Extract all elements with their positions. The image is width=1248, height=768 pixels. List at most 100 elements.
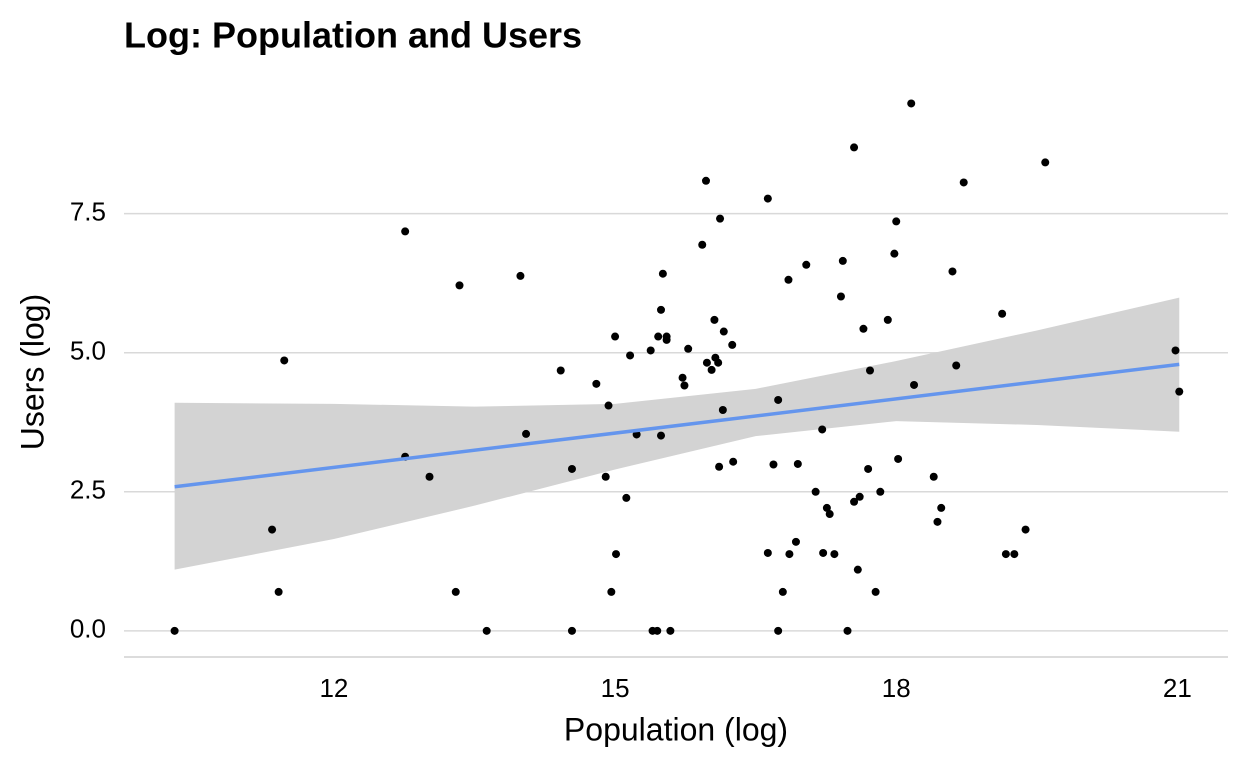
point: [1175, 387, 1184, 396]
point: [607, 587, 616, 596]
point: [658, 269, 667, 278]
point: [825, 510, 834, 519]
point: [864, 464, 873, 473]
point: [567, 464, 576, 473]
point: [774, 395, 783, 404]
point: [859, 324, 868, 333]
x-tick-label: 18: [882, 673, 911, 703]
point: [622, 493, 631, 502]
point: [802, 260, 811, 269]
point: [838, 256, 847, 265]
point: [876, 487, 885, 496]
point: [855, 492, 864, 501]
y-tick-label: 0.0: [70, 614, 106, 644]
point: [843, 626, 852, 635]
point: [626, 351, 635, 360]
point: [933, 517, 942, 526]
point: [892, 217, 901, 226]
point: [818, 425, 827, 434]
point: [611, 332, 620, 341]
point: [894, 454, 903, 463]
point: [401, 227, 410, 236]
point: [522, 429, 531, 438]
point: [929, 472, 938, 481]
point: [952, 361, 961, 370]
point: [811, 487, 820, 496]
point: [482, 626, 491, 635]
point: [280, 356, 289, 365]
point: [729, 457, 738, 466]
point: [763, 548, 772, 557]
point: [666, 626, 675, 635]
point: [714, 358, 723, 367]
point: [822, 503, 831, 512]
chart-title: Log: Population and Users: [124, 15, 582, 56]
point: [1010, 550, 1019, 559]
point: [907, 99, 916, 108]
point: [850, 497, 859, 506]
point: [1001, 550, 1010, 559]
point: [716, 214, 725, 223]
point: [769, 460, 778, 469]
fit-line: [174, 362, 1180, 489]
point: [948, 267, 957, 276]
point: [1041, 158, 1050, 167]
point: [170, 626, 179, 635]
point: [612, 550, 621, 559]
point: [910, 380, 919, 389]
point: [601, 472, 610, 481]
point: [657, 431, 666, 440]
point: [890, 249, 899, 258]
point: [793, 459, 802, 468]
point: [701, 176, 710, 185]
point: [830, 550, 839, 559]
y-tick-label: 2.5: [70, 475, 106, 505]
point: [784, 275, 793, 284]
point: [728, 340, 737, 349]
y-tick-label: 7.5: [70, 196, 106, 226]
point: [653, 626, 662, 635]
point: [883, 315, 892, 324]
y-tick-label: 5.0: [70, 336, 106, 366]
point: [556, 366, 565, 375]
point: [836, 292, 845, 301]
point: [455, 281, 464, 290]
point: [592, 379, 601, 388]
point: [698, 240, 707, 249]
point: [718, 405, 727, 414]
point: [451, 587, 460, 596]
point: [715, 462, 724, 471]
point: [646, 346, 655, 355]
x-tick-label: 12: [319, 673, 348, 703]
point: [853, 565, 862, 574]
point: [268, 525, 277, 534]
point: [662, 335, 671, 344]
point: [680, 381, 689, 390]
point: [707, 365, 716, 374]
x-axis-label: Population (log): [564, 711, 788, 747]
point: [425, 472, 434, 481]
point: [684, 344, 693, 353]
point: [998, 309, 1007, 318]
y-axis-label: Users (log): [14, 294, 50, 450]
point: [1021, 525, 1030, 534]
point: [654, 332, 663, 341]
point: [778, 587, 787, 596]
point: [785, 550, 794, 559]
point: [719, 327, 728, 336]
point: [710, 315, 719, 324]
point: [959, 178, 968, 187]
point: [567, 626, 576, 635]
x-tick-label: 15: [601, 673, 630, 703]
point: [678, 373, 687, 382]
point: [819, 548, 828, 557]
point: [702, 358, 711, 367]
point: [516, 271, 525, 280]
point: [1171, 346, 1180, 355]
point: [871, 587, 880, 596]
point: [937, 503, 946, 512]
confidence-band: [174, 297, 1180, 570]
point: [774, 626, 783, 635]
point: [865, 366, 874, 375]
point: [763, 194, 772, 203]
